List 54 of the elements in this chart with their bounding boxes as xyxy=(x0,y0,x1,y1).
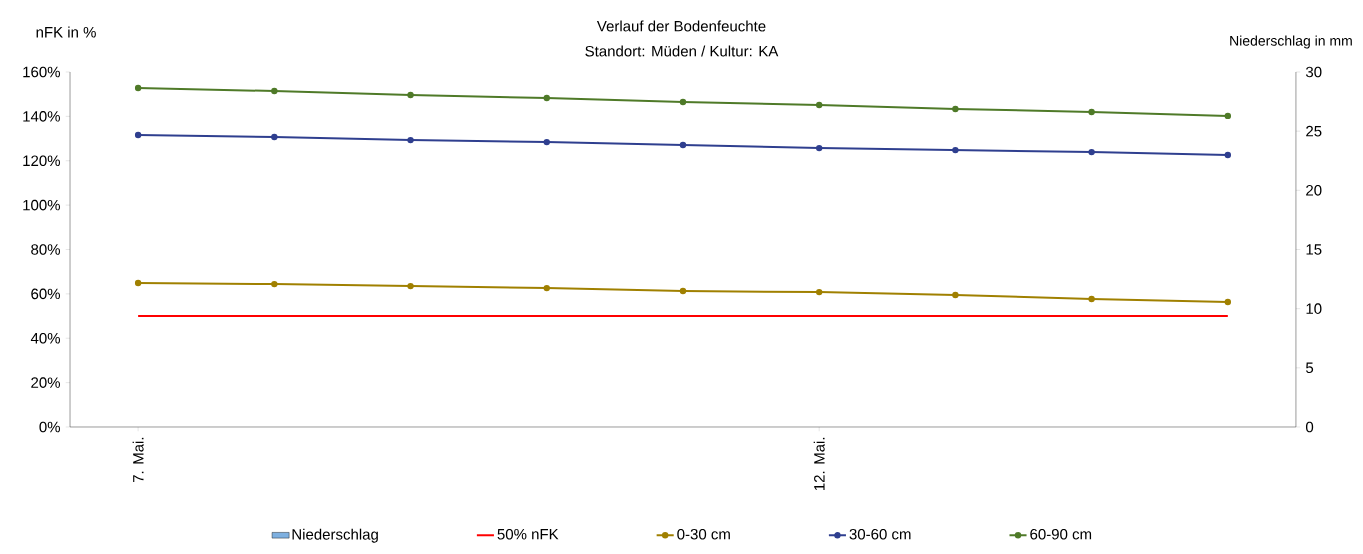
y-tick-label: 0% xyxy=(39,421,61,433)
point xyxy=(134,279,142,287)
point xyxy=(407,282,414,290)
y-tick-label: 40% xyxy=(30,332,60,344)
point xyxy=(815,288,823,296)
point xyxy=(815,101,823,109)
y2-tick-label: 20 xyxy=(1306,185,1322,196)
point xyxy=(1224,151,1232,159)
y-tick-label: 140% xyxy=(23,111,60,122)
y-tick-label: 80% xyxy=(31,244,60,255)
y2-axis-title: Niederschlag in mm xyxy=(1230,35,1352,49)
point xyxy=(1224,112,1232,120)
point xyxy=(679,98,687,106)
chart-subtitle: Standort: Müden / Kultur: KA xyxy=(585,45,779,57)
point xyxy=(952,291,959,299)
point xyxy=(543,94,550,102)
point xyxy=(1224,298,1232,306)
point xyxy=(679,141,687,149)
legend-label: Niederschlag xyxy=(292,528,378,543)
point xyxy=(271,87,278,95)
legend-label: 30-60 cm xyxy=(849,528,911,540)
y2-tick-label: 15 xyxy=(1306,244,1322,255)
point xyxy=(952,105,959,113)
point xyxy=(815,144,823,152)
y2-tick-label: 30 xyxy=(1305,66,1322,78)
point xyxy=(1088,295,1095,303)
y2-tick-label: 0 xyxy=(1305,421,1314,433)
y-tick-label: 120% xyxy=(23,155,60,167)
legend-label: 0-30 cm xyxy=(677,528,730,540)
point xyxy=(1088,148,1095,156)
legend-label: 60-90 cm xyxy=(1030,528,1092,540)
y2-tick-label: 5 xyxy=(1306,362,1314,374)
point xyxy=(543,138,550,146)
point xyxy=(271,133,278,141)
point xyxy=(407,136,414,144)
legend-label: 50% nFK xyxy=(497,528,559,540)
point xyxy=(679,287,687,295)
point xyxy=(543,284,550,292)
point xyxy=(271,280,278,288)
x-tick-label: 12. Mai. xyxy=(813,437,825,491)
y2-tick-label: 10 xyxy=(1306,303,1322,314)
y-tick-label: 20% xyxy=(31,377,60,388)
x-tick-label: 7. Mai. xyxy=(132,437,144,483)
y-tick-label: 160% xyxy=(23,66,60,78)
point xyxy=(1088,108,1095,116)
point xyxy=(407,91,414,99)
y-tick-label: 100% xyxy=(23,199,60,211)
chart-title: Verlauf der Bodenfeuchte xyxy=(596,20,766,32)
point xyxy=(952,146,959,154)
y-axis-title: nFK in % xyxy=(36,26,96,38)
point xyxy=(134,84,142,92)
y2-tick-label: 25 xyxy=(1306,125,1322,137)
point xyxy=(134,131,142,139)
y-tick-label: 60% xyxy=(31,288,60,300)
